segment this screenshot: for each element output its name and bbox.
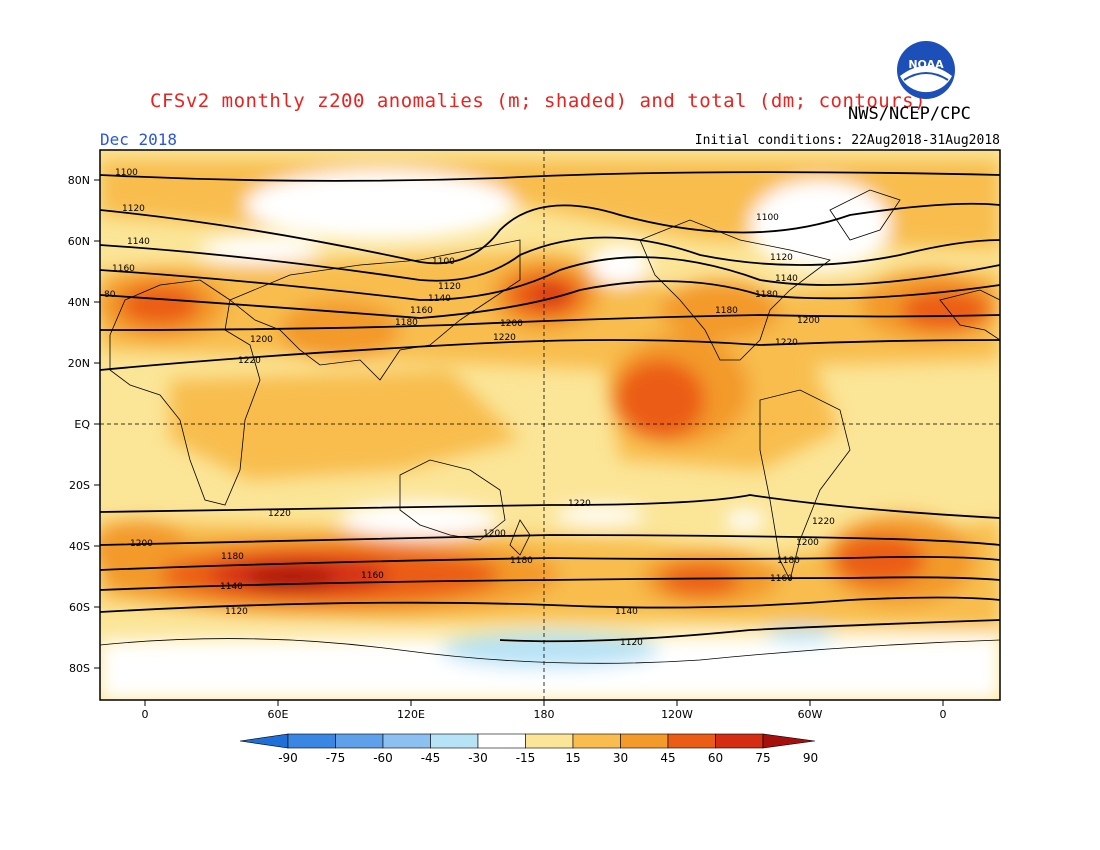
lat-tick: 60S xyxy=(69,601,90,614)
colorbar-swatch xyxy=(667,733,716,749)
contour-label: 1220 xyxy=(568,499,591,509)
lat-tick: 20N xyxy=(68,357,90,370)
map-frame xyxy=(99,149,1001,701)
anomaly-shading xyxy=(100,150,1000,700)
contour-label: 1220 xyxy=(493,333,516,343)
contour-label: 80 xyxy=(104,290,116,300)
lat-tick: 40N xyxy=(68,296,90,309)
contour-label: 1100 xyxy=(756,213,779,223)
contour-label: 1100 xyxy=(115,168,138,178)
colorbar-label: 75 xyxy=(755,751,770,765)
colorbar-label: 15 xyxy=(565,751,580,765)
longitude-axis: 0 60E 120E 180 120W 60W 0 xyxy=(142,700,947,721)
lon-tick: 120E xyxy=(397,708,425,721)
contour-label: 1120 xyxy=(620,638,643,648)
colorbar-label: -90 xyxy=(278,751,298,765)
colorbar-label: -45 xyxy=(421,751,441,765)
contour-label: 1220 xyxy=(238,356,261,366)
colorbar: -90 -75 -60 -45 -30 -15 15 30 45 60 75 90 xyxy=(239,733,818,765)
lat-tick: 80S xyxy=(69,662,90,675)
colorbar-label: 60 xyxy=(708,751,723,765)
contour-label: 1120 xyxy=(225,607,248,617)
contour-label: 1180 xyxy=(510,556,533,566)
contour-label: 1180 xyxy=(777,556,800,566)
contour-label: 1140 xyxy=(775,274,798,284)
colorbar-swatch xyxy=(430,733,479,749)
colorbar-swatch xyxy=(382,733,431,749)
height-contours xyxy=(100,171,1000,643)
lon-tick: 120W xyxy=(661,708,693,721)
contour-label: 1180 xyxy=(715,306,738,316)
lat-tick: EQ xyxy=(74,418,90,431)
agency-label: NWS/NCEP/CPC xyxy=(848,104,971,124)
contour-labels: 1100 1120 1140 1160 80 1200 1220 1100 11… xyxy=(104,168,835,648)
colorbar-label: -30 xyxy=(468,751,488,765)
contour-label: 1140 xyxy=(220,582,243,592)
contour-label: 1100 xyxy=(432,257,455,267)
contour-label: 1220 xyxy=(812,517,835,527)
contour-label: 1140 xyxy=(615,607,638,617)
colorbar-swatch xyxy=(287,733,336,749)
colorbar-min-arrow xyxy=(239,733,289,749)
colorbar-label: -60 xyxy=(373,751,393,765)
colorbar-label: 30 xyxy=(613,751,628,765)
latitude-axis: 80N 60N 40N 20N EQ 20S 40S 60S 80S xyxy=(68,174,100,675)
contour-label: 1120 xyxy=(438,282,461,292)
contour-label: 1180 xyxy=(221,552,244,562)
contour-label: 1200 xyxy=(250,335,273,345)
colorbar-max-arrow xyxy=(762,733,816,749)
contour-label: 1180 xyxy=(395,318,418,328)
contour-label: 1200 xyxy=(797,316,820,326)
colorbar-swatch xyxy=(335,733,384,749)
chart-title: CFSv2 monthly z200 anomalies (m; shaded)… xyxy=(150,90,927,112)
noaa-logo-text: NOAA xyxy=(908,58,944,71)
colorbar-label: 90 xyxy=(803,751,818,765)
contour-label: 1200 xyxy=(796,538,819,548)
contour-label: 1160 xyxy=(410,306,433,316)
contour-label: 1140 xyxy=(127,237,150,247)
initial-conditions: Initial conditions: 22Aug2018-31Aug2018 xyxy=(694,133,1000,148)
contour-label: 1120 xyxy=(770,253,793,263)
contour-label: 1220 xyxy=(268,509,291,519)
contour-label: 1220 xyxy=(775,338,798,348)
colorbar-swatch xyxy=(715,733,764,749)
lat-tick: 20S xyxy=(69,479,90,492)
colorbar-swatch xyxy=(572,733,621,749)
colorbar-label: -15 xyxy=(516,751,536,765)
lon-tick: 0 xyxy=(940,708,947,721)
contour-label: 1160 xyxy=(770,574,793,584)
colorbar-swatch xyxy=(477,733,526,749)
lat-tick: 40S xyxy=(69,540,90,553)
colorbar-label: -75 xyxy=(326,751,346,765)
contour-label: 1200 xyxy=(130,539,153,549)
coastlines xyxy=(100,189,1000,664)
colorbar-swatch xyxy=(620,733,669,749)
lat-tick: 80N xyxy=(68,174,90,187)
contour-label: 1140 xyxy=(428,294,451,304)
contour-label: 1200 xyxy=(500,319,523,329)
lon-tick: 60W xyxy=(798,708,823,721)
contour-label: 1120 xyxy=(122,204,145,214)
noaa-logo-icon: NOAA xyxy=(897,41,955,99)
lon-tick: 60E xyxy=(268,708,289,721)
lon-tick: 0 xyxy=(142,708,149,721)
contour-label: 1160 xyxy=(361,571,384,581)
contour-label: 1160 xyxy=(112,264,135,274)
colorbar-label: 45 xyxy=(660,751,675,765)
lat-tick: 60N xyxy=(68,235,90,248)
contour-label: 1180 xyxy=(755,290,778,300)
colorbar-swatch xyxy=(525,733,574,749)
forecast-month: Dec 2018 xyxy=(100,130,178,149)
contour-label: 1200 xyxy=(483,529,506,539)
lon-tick: 180 xyxy=(534,708,555,721)
